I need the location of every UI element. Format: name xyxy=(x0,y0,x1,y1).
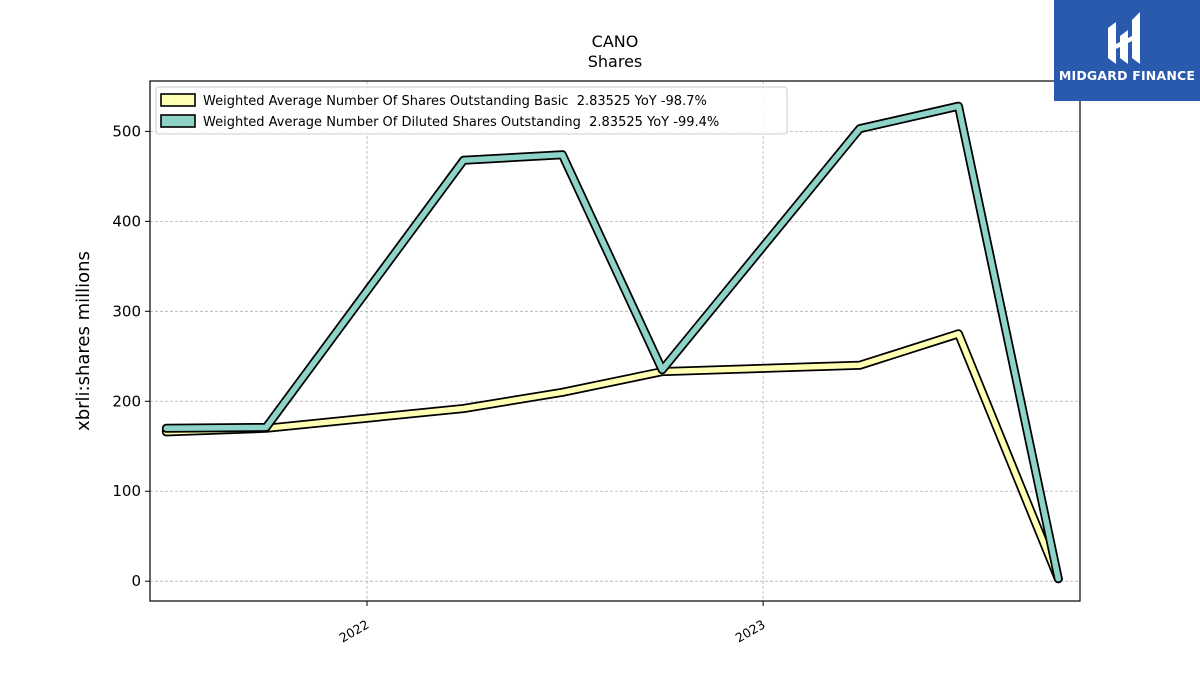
y-tick-label: 500 xyxy=(112,122,141,140)
chart-title: CANO xyxy=(592,32,639,51)
y-axis-label: xbrli:shares millions xyxy=(73,251,94,431)
plot-area-frame xyxy=(149,80,1081,602)
series-0-line xyxy=(163,331,1062,582)
legend-swatch-diluted xyxy=(160,114,196,128)
y-tick-label: 200 xyxy=(112,392,141,410)
y-tick-label: 100 xyxy=(112,482,141,500)
legend-entry-diluted: Weighted Average Number Of Diluted Share… xyxy=(203,115,719,130)
legend-swatch-basic xyxy=(160,93,196,107)
y-tick-label: 0 xyxy=(131,572,141,590)
y-tick-label: 300 xyxy=(112,302,141,320)
y-tick-label: 400 xyxy=(112,212,141,230)
legend-frame xyxy=(155,86,788,135)
y-axis: 0 100 200 300 400 500 xyxy=(112,122,150,590)
x-tick-label: 2023 xyxy=(733,617,768,646)
x-axis: 2022 2023 xyxy=(336,601,768,646)
legend-entry-basic: Weighted Average Number Of Shares Outsta… xyxy=(203,94,707,109)
midgard-finance-logo: MIDGARD FINANCE xyxy=(1054,0,1200,101)
x-tick-label: 2022 xyxy=(336,617,371,646)
legend: Weighted Average Number Of Shares Outsta… xyxy=(155,86,788,135)
chart-subtitle: Shares xyxy=(588,52,643,71)
logo-text: MIDGARD FINANCE xyxy=(1058,68,1196,83)
series-layer xyxy=(161,101,1063,584)
series-1-line xyxy=(163,103,1062,582)
series-0-outline xyxy=(161,329,1063,584)
midgard-logo-icon xyxy=(1108,12,1140,64)
